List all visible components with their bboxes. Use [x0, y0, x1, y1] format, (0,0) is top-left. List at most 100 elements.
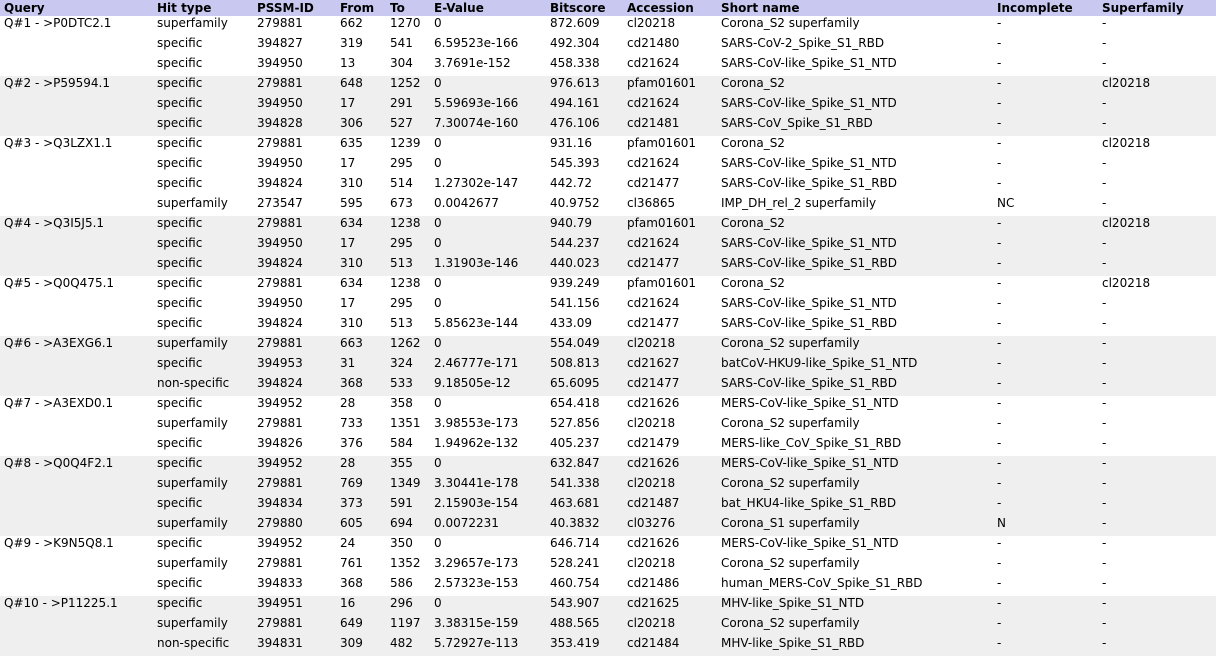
to-cell: 296: [386, 596, 430, 616]
short-name-cell: Corona_S1 superfamily: [717, 516, 993, 536]
to-cell: 350: [386, 536, 430, 556]
incomplete-cell: -: [993, 236, 1098, 256]
query-cell: [0, 296, 153, 316]
short-name-cell: Corona_S2 superfamily: [717, 16, 993, 36]
e-value-cell: 2.57323e-153: [430, 576, 546, 596]
table-body: Q#1 - >P0DTC2.1 superfamily 279881 662 1270 0…: [0, 16, 1216, 656]
accession-cell: cd21487: [623, 496, 717, 516]
to-cell: 482: [386, 636, 430, 656]
e-value-cell: 0: [430, 236, 546, 256]
short-name-cell: bat_HKU4-like_Spike_S1_RBD: [717, 496, 993, 516]
query-cell: Q#3 - >Q3LZX1.1: [0, 136, 153, 156]
superfamily-cell: -: [1098, 156, 1216, 176]
hit-type-cell: specific: [153, 136, 253, 156]
accession-cell: cl20218: [623, 416, 717, 436]
column-header-incomplete: Incomplete: [993, 0, 1098, 16]
query-cell: [0, 56, 153, 76]
from-cell: 310: [336, 316, 386, 336]
from-cell: 769: [336, 476, 386, 496]
to-cell: 358: [386, 396, 430, 416]
incomplete-cell: -: [993, 56, 1098, 76]
superfamily-cell: -: [1098, 576, 1216, 596]
e-value-cell: 0: [430, 336, 546, 356]
incomplete-cell: -: [993, 96, 1098, 116]
short-name-cell: SARS-CoV-like_Spike_S1_NTD: [717, 156, 993, 176]
accession-cell: cd21626: [623, 536, 717, 556]
short-name-cell: MERS-CoV-like_Spike_S1_NTD: [717, 456, 993, 476]
table-row: Q#7 - >A3EXD0.1 specific 394952 28 358 0 654.4…: [0, 396, 1216, 416]
table-row: Q#1 - >P0DTC2.1 superfamily 279881 662 1270 0…: [0, 16, 1216, 36]
query-cell: [0, 476, 153, 496]
e-value-cell: 3.38315e-159: [430, 616, 546, 636]
superfamily-cell: -: [1098, 536, 1216, 556]
accession-cell: cd21624: [623, 236, 717, 256]
column-header-query: Query: [0, 0, 153, 16]
to-cell: 694: [386, 516, 430, 536]
accession-cell: cd21481: [623, 116, 717, 136]
accession-cell: cd21480: [623, 36, 717, 56]
superfamily-cell: -: [1098, 16, 1216, 36]
superfamily-cell: -: [1098, 596, 1216, 616]
from-cell: 649: [336, 616, 386, 636]
table-row: non-specific 394824 368 533 9.18505e-12 65.60…: [0, 376, 1216, 396]
to-cell: 291: [386, 96, 430, 116]
bitscore-cell: 931.16: [546, 136, 623, 156]
table-row: superfamily 279881 649 1197 3.38315e-159 488.…: [0, 616, 1216, 636]
superfamily-cell: cl20218: [1098, 216, 1216, 236]
pssm-id-cell: 279881: [253, 556, 336, 576]
accession-cell: cl20218: [623, 476, 717, 496]
bitscore-cell: 440.023: [546, 256, 623, 276]
from-cell: 634: [336, 216, 386, 236]
e-value-cell: 9.18505e-12: [430, 376, 546, 396]
from-cell: 17: [336, 96, 386, 116]
pssm-id-cell: 394827: [253, 36, 336, 56]
bitscore-cell: 492.304: [546, 36, 623, 56]
incomplete-cell: -: [993, 176, 1098, 196]
from-cell: 634: [336, 276, 386, 296]
query-cell: [0, 496, 153, 516]
query-cell: Q#7 - >A3EXD0.1: [0, 396, 153, 416]
from-cell: 595: [336, 196, 386, 216]
e-value-cell: 0: [430, 536, 546, 556]
hit-type-cell: specific: [153, 176, 253, 196]
accession-cell: cd21627: [623, 356, 717, 376]
query-cell: [0, 96, 153, 116]
table-row: superfamily 279881 761 1352 3.29657e-173 528.…: [0, 556, 1216, 576]
short-name-cell: MHV-like_Spike_S1_RBD: [717, 636, 993, 656]
short-name-cell: SARS-CoV-like_Spike_S1_RBD: [717, 176, 993, 196]
to-cell: 513: [386, 316, 430, 336]
pssm-id-cell: 279881: [253, 216, 336, 236]
hit-type-cell: non-specific: [153, 636, 253, 656]
bitscore-cell: 458.338: [546, 56, 623, 76]
e-value-cell: 5.59693e-166: [430, 96, 546, 116]
to-cell: 584: [386, 436, 430, 456]
incomplete-cell: -: [993, 276, 1098, 296]
query-cell: Q#1 - >P0DTC2.1: [0, 16, 153, 36]
query-cell: Q#4 - >Q3I5J5.1: [0, 216, 153, 236]
header-row: Query Hit type PSSM-ID From To E-Value Bitscor…: [0, 0, 1216, 16]
to-cell: 1349: [386, 476, 430, 496]
pssm-id-cell: 279881: [253, 336, 336, 356]
table-row: specific 394824 310 513 1.31903e-146 440.023 c…: [0, 256, 1216, 276]
accession-cell: pfam01601: [623, 136, 717, 156]
e-value-cell: 0: [430, 296, 546, 316]
bitscore-cell: 494.161: [546, 96, 623, 116]
bitscore-cell: 654.418: [546, 396, 623, 416]
accession-cell: pfam01601: [623, 216, 717, 236]
incomplete-cell: -: [993, 16, 1098, 36]
hit-type-cell: specific: [153, 296, 253, 316]
pssm-id-cell: 279881: [253, 476, 336, 496]
hit-type-cell: specific: [153, 356, 253, 376]
hit-type-cell: superfamily: [153, 516, 253, 536]
bitscore-cell: 405.237: [546, 436, 623, 456]
accession-cell: cd21477: [623, 256, 717, 276]
e-value-cell: 0.0042677: [430, 196, 546, 216]
hit-type-cell: specific: [153, 436, 253, 456]
to-cell: 673: [386, 196, 430, 216]
to-cell: 355: [386, 456, 430, 476]
e-value-cell: 5.72927e-113: [430, 636, 546, 656]
short-name-cell: IMP_DH_rel_2 superfamily: [717, 196, 993, 216]
table-row: specific 394827 319 541 6.59523e-166 492.304 c…: [0, 36, 1216, 56]
bitscore-cell: 872.609: [546, 16, 623, 36]
from-cell: 17: [336, 296, 386, 316]
